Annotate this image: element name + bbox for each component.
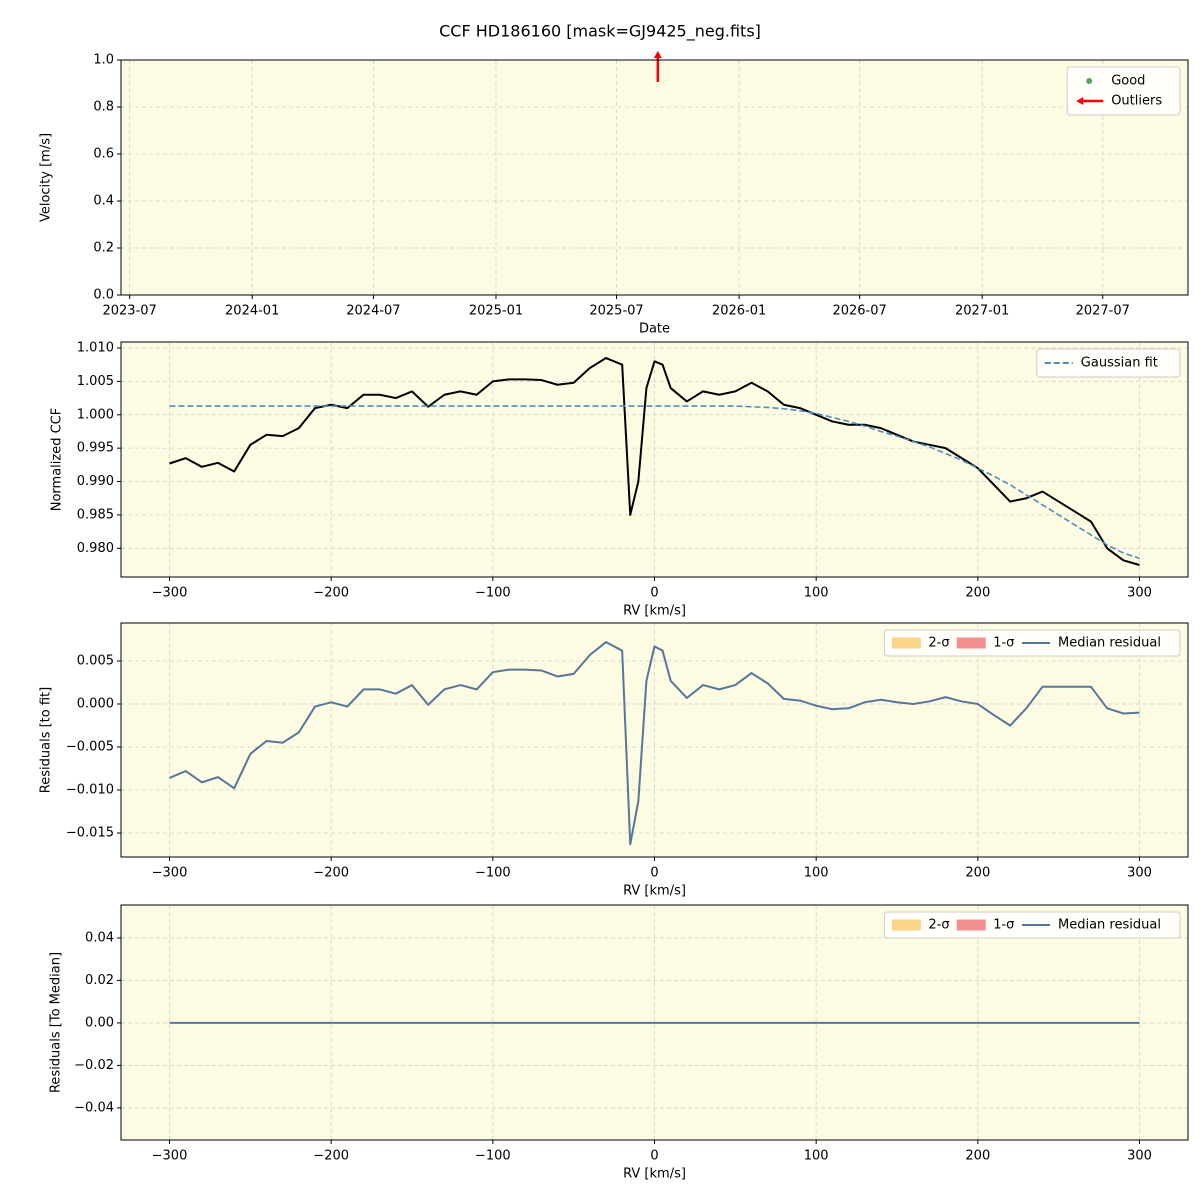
legend-label: Gaussian fit	[1081, 356, 1158, 371]
y-tick-label: −0.02	[74, 1058, 114, 1073]
legend-swatch	[956, 919, 986, 931]
legend-label: Good	[1111, 74, 1145, 89]
line-series	[169, 405, 1140, 560]
y-tick-label: 0.995	[77, 441, 114, 456]
x-tick-label: 100	[804, 586, 829, 601]
x-tick-label: −200	[313, 586, 349, 601]
x-tick-label: 2027-01	[955, 304, 1009, 319]
axes-frame	[120, 904, 1189, 1141]
x-tick-label: −200	[313, 866, 349, 881]
x-tick-label: 2024-01	[225, 304, 279, 319]
x-axis-label: RV [km/s]	[623, 1167, 686, 1182]
x-tick-label: −100	[475, 586, 511, 601]
legend-swatch	[1086, 78, 1093, 84]
y-tick-label: 0.005	[77, 654, 114, 669]
x-tick-label: 200	[965, 866, 990, 881]
x-tick-label: −300	[152, 586, 188, 601]
x-tick-label: 200	[965, 1149, 990, 1164]
y-tick-label: 0.04	[85, 930, 114, 945]
legend-swatch	[956, 637, 986, 649]
y-tick-label: −0.015	[66, 826, 114, 841]
x-tick-label: 2027-07	[1076, 304, 1130, 319]
legend-swatch	[891, 637, 921, 649]
y-tick-label: 0.980	[77, 541, 114, 556]
legend-label: 2-σ	[928, 636, 949, 651]
x-axis-label: Date	[639, 322, 670, 337]
y-tick-label: 1.000	[77, 407, 114, 422]
x-tick-label: 2023-07	[102, 304, 156, 319]
x-tick-label: 0	[650, 866, 658, 881]
x-tick-label: 300	[1127, 866, 1152, 881]
y-tick-label: 0.02	[85, 973, 114, 988]
x-tick-label: 300	[1127, 586, 1152, 601]
x-tick-label: −100	[475, 866, 511, 881]
legend-label: 1-σ	[993, 636, 1014, 651]
x-tick-label: 200	[965, 586, 990, 601]
legend-swatch	[891, 919, 921, 931]
figure-title: CCF HD186160 [mask=GJ9425_neg.fits]	[439, 22, 761, 42]
legend-label: Median residual	[1058, 918, 1161, 933]
y-axis-label: Normalized CCF	[50, 408, 65, 512]
y-tick-label: 0.985	[77, 507, 114, 522]
x-tick-label: 0	[650, 1149, 658, 1164]
x-tick-label: 0	[650, 586, 658, 601]
y-axis-label: Residuals [To Median]	[49, 952, 64, 1093]
y-tick-label: 0.00	[85, 1015, 114, 1030]
legend-box	[1066, 66, 1181, 116]
y-tick-label: 0.4	[93, 194, 114, 209]
x-tick-label: 100	[804, 1149, 829, 1164]
x-tick-label: −100	[475, 1149, 511, 1164]
line-series	[169, 641, 1140, 846]
legend-label: 2-σ	[928, 918, 949, 933]
x-tick-label: 2025-07	[589, 304, 643, 319]
y-tick-label: 0.2	[93, 241, 114, 256]
legend-swatch	[1076, 97, 1084, 105]
x-axis-label: RV [km/s]	[623, 884, 686, 899]
y-tick-label: 0.0	[93, 288, 114, 303]
axes-frame	[120, 622, 1189, 858]
x-tick-label: 100	[804, 866, 829, 881]
y-tick-label: 0.000	[77, 697, 114, 712]
legend-label: Median residual	[1058, 636, 1161, 651]
legend-label: Outliers	[1111, 94, 1162, 109]
x-axis-label: RV [km/s]	[623, 604, 686, 619]
y-axis-label: Residuals [to fit]	[39, 687, 54, 793]
x-tick-label: 2026-01	[712, 304, 766, 319]
x-tick-label: 2025-01	[469, 304, 523, 319]
y-tick-label: 1.005	[77, 374, 114, 389]
y-tick-label: −0.04	[74, 1100, 114, 1115]
x-tick-label: 300	[1127, 1149, 1152, 1164]
y-axis-label: Velocity [m/s]	[39, 133, 54, 222]
y-tick-label: −0.010	[66, 783, 114, 798]
plot-area	[121, 60, 1188, 295]
outlier-arrowhead	[653, 51, 662, 58]
x-tick-label: 2024-07	[346, 304, 400, 319]
legend-box	[1036, 348, 1181, 378]
x-tick-label: −300	[152, 866, 188, 881]
y-tick-label: −0.005	[66, 740, 114, 755]
axes-frame	[120, 341, 1189, 578]
y-tick-label: 0.8	[93, 100, 114, 115]
y-tick-label: 1.010	[77, 341, 114, 356]
x-tick-label: −200	[313, 1149, 349, 1164]
legend-label: 1-σ	[993, 918, 1014, 933]
line-series	[169, 357, 1140, 566]
axes-frame	[120, 59, 1189, 296]
y-tick-label: 0.990	[77, 474, 114, 489]
x-tick-label: 2026-07	[832, 304, 886, 319]
x-tick-label: −300	[152, 1149, 188, 1164]
y-tick-label: 1.0	[93, 53, 114, 68]
y-tick-label: 0.6	[93, 147, 114, 162]
